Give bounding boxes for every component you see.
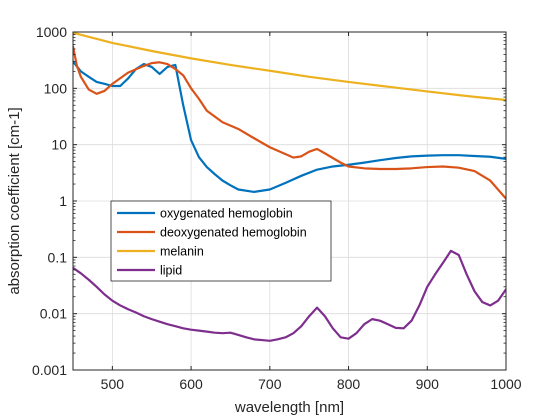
legend-entry-1: oxygenated hemoglobin (160, 207, 293, 221)
y-tick-label: 0.01 (40, 306, 67, 322)
legend-entry-4: lipid (160, 264, 182, 278)
x-tick-label: 700 (258, 376, 282, 392)
series-layer (73, 32, 506, 342)
x-tick-label: 900 (416, 376, 440, 392)
y-tick-label: 1 (59, 193, 67, 209)
x-tick-label: 500 (101, 376, 125, 392)
y-tick-label: 0.001 (32, 362, 67, 378)
legend-entry-3: melanin (160, 245, 204, 259)
series-line-4 (73, 249, 506, 342)
x-tick-label: 800 (337, 376, 361, 392)
series-line-3 (73, 32, 506, 102)
legend-entry-2: deoxygenated hemoglobin (160, 226, 307, 240)
y-tick-label: 0.1 (48, 249, 68, 265)
series-line-1 (73, 60, 506, 194)
y-tick-label: 1000 (36, 24, 67, 40)
legend: oxygenated hemoglobin deoxygenated hemogl… (110, 200, 332, 282)
series-line-2 (73, 45, 506, 200)
y-tick-label: 100 (44, 80, 68, 96)
y-axis-label: absorption coefficient [cm-1] (6, 107, 23, 294)
x-tick-label: 600 (179, 376, 203, 392)
ticks (73, 31, 507, 371)
tick-labels: 500 600 700 800 900 1000 0.001 0.01 0.1 1 10 100 100… (32, 24, 522, 392)
legend-box (110, 200, 332, 282)
x-tick-label: 1000 (490, 376, 521, 392)
y-tick-label: 10 (51, 137, 67, 153)
x-axis-label: wavelength [nm] (234, 399, 344, 416)
